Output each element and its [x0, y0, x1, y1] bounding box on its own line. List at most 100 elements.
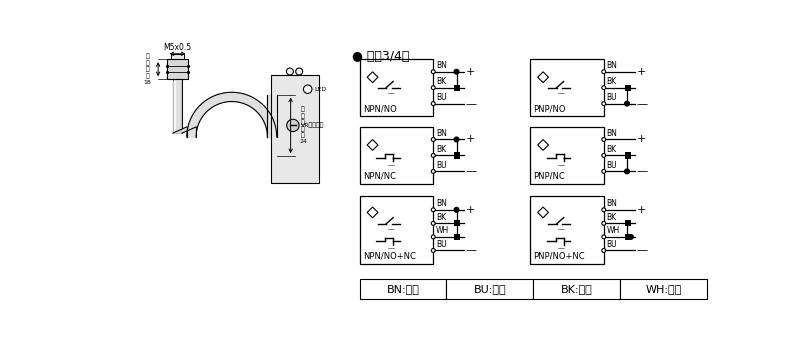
- Text: BK: BK: [606, 213, 617, 222]
- Text: BU: BU: [606, 240, 617, 249]
- Polygon shape: [187, 127, 196, 137]
- Text: BN: BN: [606, 129, 618, 138]
- Bar: [620, 279, 707, 298]
- Bar: [360, 59, 434, 116]
- Text: —: —: [466, 99, 477, 109]
- Text: PNP/NO: PNP/NO: [534, 104, 566, 113]
- Circle shape: [454, 69, 459, 74]
- Bar: [454, 152, 460, 158]
- Circle shape: [602, 70, 606, 74]
- Circle shape: [286, 119, 299, 132]
- Text: BK: BK: [606, 77, 617, 86]
- Text: BN: BN: [606, 199, 618, 208]
- Circle shape: [602, 249, 606, 252]
- Text: —: —: [387, 245, 394, 251]
- Text: +: +: [466, 67, 475, 77]
- Text: —: —: [466, 245, 477, 256]
- Circle shape: [602, 235, 606, 239]
- Bar: [454, 234, 460, 240]
- Circle shape: [431, 249, 435, 252]
- Polygon shape: [367, 139, 378, 150]
- Bar: [167, 59, 187, 79]
- Bar: [625, 234, 631, 240]
- Text: —: —: [387, 226, 394, 232]
- Text: ● 直涁3/4线: ● 直涁3/4线: [352, 50, 410, 63]
- Text: —: —: [387, 90, 394, 96]
- Circle shape: [286, 68, 294, 75]
- Text: BK: BK: [436, 145, 446, 154]
- Text: —: —: [558, 245, 565, 251]
- Bar: [625, 152, 631, 158]
- Polygon shape: [367, 207, 378, 218]
- Bar: [534, 279, 620, 298]
- Bar: [173, 79, 182, 133]
- Circle shape: [602, 102, 606, 106]
- Text: BU:兰色: BU:兰色: [474, 284, 506, 294]
- Text: —: —: [466, 166, 477, 176]
- Text: BK:黑色: BK:黑色: [561, 284, 593, 294]
- Text: BN: BN: [436, 61, 447, 70]
- Polygon shape: [173, 127, 196, 133]
- Bar: [360, 279, 446, 298]
- Text: NPN/NC: NPN/NC: [362, 172, 396, 181]
- Polygon shape: [367, 72, 378, 83]
- Text: BU: BU: [436, 161, 446, 170]
- Bar: [271, 75, 319, 183]
- Text: 安
装
尺
寸
18: 安 装 尺 寸 18: [143, 54, 151, 84]
- Text: +: +: [466, 205, 475, 215]
- Text: —: —: [636, 245, 647, 256]
- Bar: [360, 196, 434, 264]
- Text: BU: BU: [436, 93, 446, 102]
- Circle shape: [431, 221, 435, 225]
- Bar: [454, 220, 460, 226]
- Text: WH: WH: [606, 226, 620, 235]
- Text: +: +: [636, 67, 646, 77]
- Text: BK: BK: [436, 213, 446, 222]
- Polygon shape: [538, 207, 549, 218]
- Text: —: —: [558, 90, 565, 96]
- Bar: [454, 84, 460, 91]
- Text: VR距离调节: VR距离调节: [302, 122, 325, 128]
- Text: —: —: [636, 99, 647, 109]
- Text: —: —: [558, 162, 565, 168]
- Circle shape: [602, 86, 606, 90]
- Text: BN: BN: [436, 129, 447, 138]
- Circle shape: [454, 207, 459, 212]
- Circle shape: [431, 153, 435, 157]
- Text: BN:棕色: BN:棕色: [386, 284, 419, 294]
- Circle shape: [454, 137, 459, 142]
- Text: WH:白色: WH:白色: [646, 284, 682, 294]
- Text: —: —: [636, 166, 647, 176]
- Circle shape: [602, 169, 606, 173]
- Text: BU: BU: [606, 93, 617, 102]
- Circle shape: [431, 169, 435, 173]
- Text: BU: BU: [436, 240, 446, 249]
- Circle shape: [303, 85, 312, 93]
- Text: —: —: [558, 226, 565, 232]
- Bar: [446, 279, 534, 298]
- Text: BK: BK: [606, 145, 617, 154]
- Text: BN: BN: [606, 61, 618, 70]
- Polygon shape: [187, 92, 277, 137]
- Text: PNP/NC: PNP/NC: [534, 172, 565, 181]
- Text: BU: BU: [606, 161, 617, 170]
- Circle shape: [625, 101, 630, 106]
- Circle shape: [431, 102, 435, 106]
- Bar: [530, 59, 604, 116]
- Text: +: +: [636, 134, 646, 144]
- Circle shape: [431, 235, 435, 239]
- Circle shape: [602, 208, 606, 212]
- Text: BN: BN: [436, 199, 447, 208]
- Bar: [530, 127, 604, 184]
- Text: NPN/NO+NC: NPN/NO+NC: [362, 252, 416, 261]
- Text: +: +: [636, 205, 646, 215]
- Text: PNP/NO+NC: PNP/NO+NC: [534, 252, 585, 261]
- Text: —: —: [387, 162, 394, 168]
- Bar: [170, 54, 185, 59]
- Circle shape: [625, 169, 630, 174]
- Text: LED: LED: [314, 87, 326, 92]
- Polygon shape: [267, 95, 277, 137]
- Circle shape: [431, 86, 435, 90]
- Bar: [625, 84, 631, 91]
- Circle shape: [296, 68, 302, 75]
